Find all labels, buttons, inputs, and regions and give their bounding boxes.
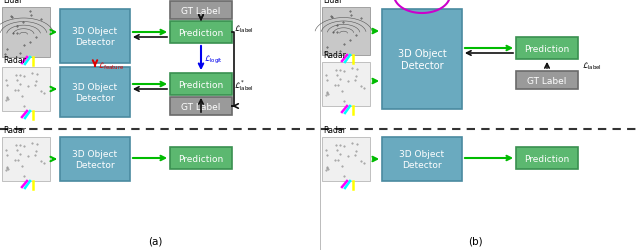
Text: $\mathcal{L}_\mathrm{feature}$: $\mathcal{L}_\mathrm{feature}$	[98, 60, 124, 72]
Text: 3D Object
Detector: 3D Object Detector	[72, 27, 118, 46]
Bar	[170, 148, 232, 169]
Bar	[516, 72, 578, 90]
Bar	[170, 98, 232, 116]
Bar	[322, 138, 370, 181]
Bar	[170, 74, 232, 96]
Text: GT Label: GT Label	[181, 6, 221, 16]
Bar	[170, 2, 232, 20]
Text: Prediction: Prediction	[179, 28, 223, 37]
Text: 3D Object
Detector: 3D Object Detector	[72, 83, 118, 102]
Bar	[382, 138, 462, 181]
Bar	[60, 10, 130, 64]
Text: Prediction: Prediction	[179, 154, 223, 163]
Bar	[2, 68, 50, 112]
Bar	[382, 10, 462, 110]
Bar	[2, 8, 50, 58]
Bar	[322, 8, 370, 56]
Text: Prediction: Prediction	[179, 80, 223, 89]
Bar	[60, 68, 130, 117]
Bar	[516, 38, 578, 60]
Bar	[60, 138, 130, 181]
Text: Lidar: Lidar	[323, 0, 342, 5]
Text: Radar: Radar	[3, 56, 26, 65]
Bar	[170, 22, 232, 44]
Bar	[322, 63, 370, 106]
Bar	[2, 138, 50, 181]
Text: $\mathcal{L}_\mathrm{label}$: $\mathcal{L}_\mathrm{label}$	[582, 60, 602, 72]
Text: Radar: Radar	[323, 51, 346, 60]
Text: Radar: Radar	[323, 126, 346, 134]
Bar	[516, 148, 578, 169]
Text: $\mathcal{L}^*_\mathrm{label}$: $\mathcal{L}^*_\mathrm{label}$	[234, 78, 254, 93]
Text: Radar: Radar	[3, 126, 26, 134]
Text: (b): (b)	[468, 236, 483, 246]
Text: Lidar: Lidar	[3, 0, 22, 5]
Text: 3D Object
Detector: 3D Object Detector	[397, 49, 446, 70]
Text: 3D Object
Detector: 3D Object Detector	[399, 150, 445, 169]
Text: (a): (a)	[148, 236, 162, 246]
Text: Prediction: Prediction	[524, 154, 570, 163]
Text: GT Label: GT Label	[181, 102, 221, 111]
Text: Prediction: Prediction	[524, 44, 570, 53]
Text: $\mathcal{L}_\mathrm{label}$: $\mathcal{L}_\mathrm{label}$	[234, 23, 254, 34]
Text: 3D Object
Detector: 3D Object Detector	[72, 150, 118, 169]
Text: $\mathcal{L}_\mathrm{logit}$: $\mathcal{L}_\mathrm{logit}$	[204, 54, 223, 66]
Text: GT Label: GT Label	[527, 76, 566, 85]
